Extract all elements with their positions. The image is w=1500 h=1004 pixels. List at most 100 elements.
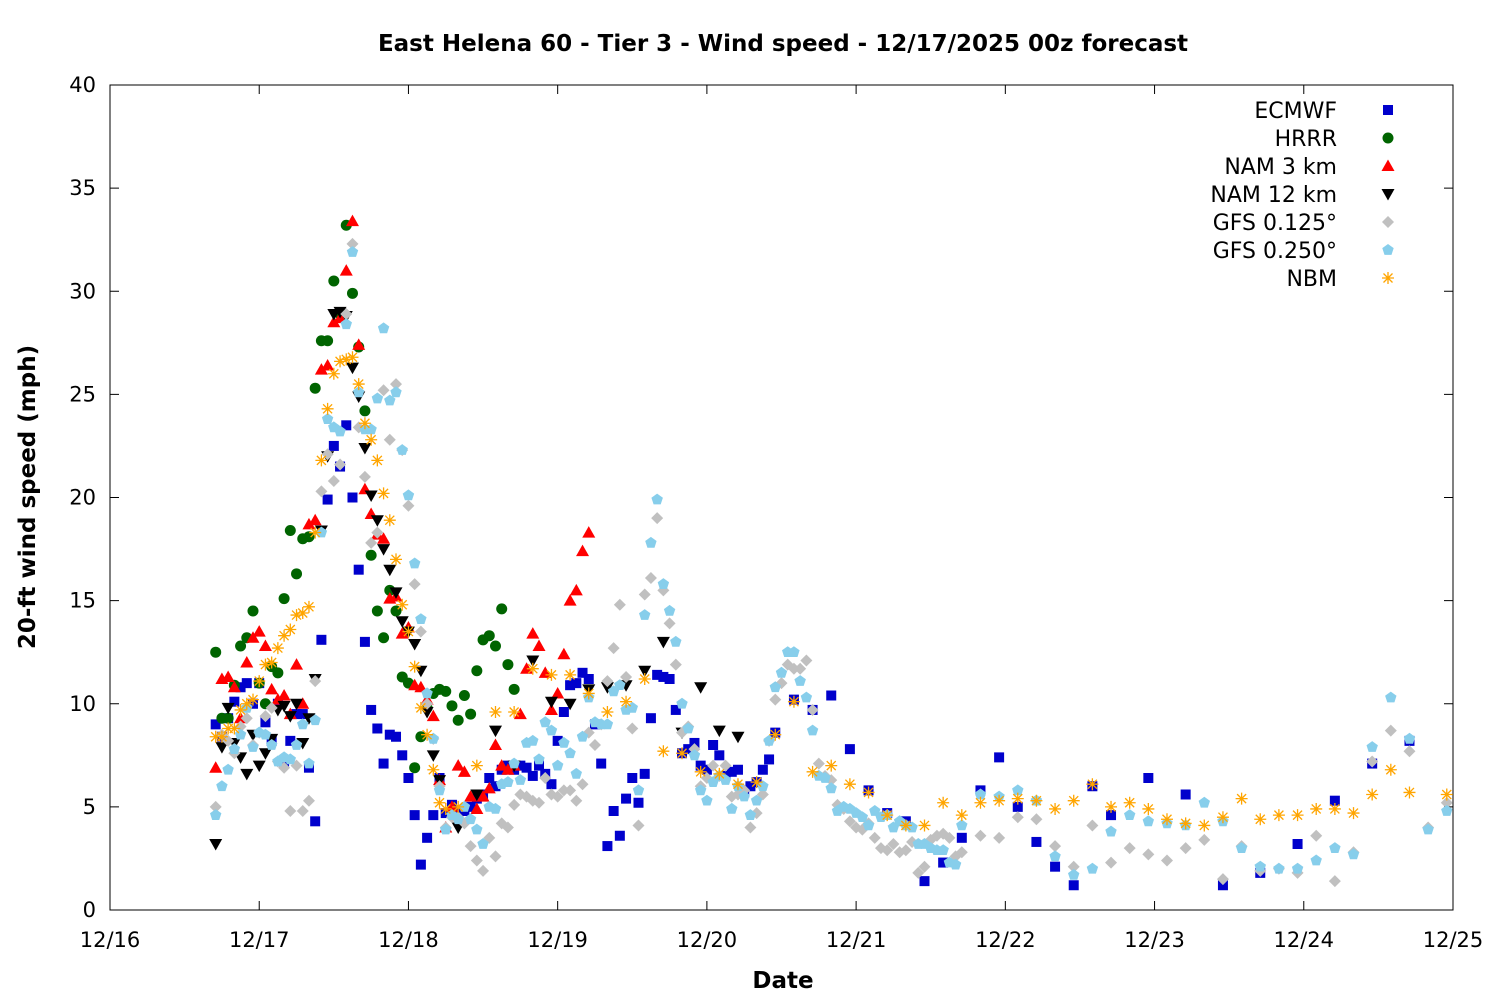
data-point	[247, 741, 259, 752]
data-point	[656, 636, 670, 649]
data-point	[644, 571, 657, 584]
data-point	[378, 632, 390, 644]
data-point	[1310, 854, 1322, 866]
data-point	[452, 714, 464, 726]
data-point	[482, 781, 496, 794]
data-point	[638, 665, 652, 678]
data-point	[565, 680, 576, 691]
data-point	[215, 742, 229, 754]
data-point	[1067, 860, 1080, 873]
data-point	[955, 846, 968, 859]
y-tick-label: 30	[69, 279, 96, 303]
data-point	[1216, 811, 1229, 824]
data-point	[471, 823, 483, 835]
data-point	[994, 752, 1005, 763]
data-point	[439, 802, 452, 815]
data-point	[222, 734, 235, 747]
data-point	[240, 768, 254, 781]
data-point	[390, 386, 402, 398]
data-point	[1384, 724, 1397, 737]
data-point	[452, 813, 464, 825]
data-point	[457, 765, 471, 777]
data-point	[1272, 809, 1285, 822]
legend-label: NAM 3 km	[1224, 155, 1337, 180]
data-point	[694, 765, 707, 778]
data-point	[1086, 778, 1099, 791]
x-tick-label: 12/18	[378, 928, 439, 952]
data-point	[993, 831, 1006, 844]
data-point	[576, 730, 589, 742]
data-point	[277, 689, 291, 701]
data-point	[290, 739, 303, 750]
data-point	[563, 594, 577, 606]
data-point	[470, 759, 483, 772]
data-point	[918, 819, 931, 832]
data-point	[415, 859, 426, 870]
data-point	[1123, 796, 1136, 809]
x-tick-label: 12/16	[80, 928, 141, 952]
data-point	[476, 790, 490, 802]
data-point	[260, 717, 271, 728]
data-point	[321, 402, 334, 415]
data-point	[303, 531, 315, 543]
data-point	[310, 816, 321, 827]
data-point	[1291, 862, 1304, 874]
chart-title: East Helena 60 - Tier 3 - Wind speed - 1…	[378, 31, 1188, 57]
plot-area-border	[109, 84, 1454, 911]
data-point	[764, 754, 775, 765]
data-point	[464, 840, 477, 853]
data-point	[600, 682, 614, 694]
data-point	[663, 617, 676, 630]
data-point	[1067, 794, 1080, 807]
data-point	[787, 695, 800, 708]
x-tick-label: 12/23	[1124, 928, 1185, 952]
data-point	[403, 773, 414, 783]
data-point	[390, 553, 403, 566]
data-point	[844, 744, 855, 755]
data-point	[1142, 848, 1155, 861]
data-point	[309, 675, 322, 688]
series-hrrr	[210, 219, 520, 774]
data-point	[209, 839, 223, 851]
data-point	[694, 682, 708, 694]
data-point	[271, 642, 284, 655]
data-point	[370, 515, 384, 527]
data-point	[359, 405, 371, 417]
data-point	[209, 730, 222, 743]
data-point	[508, 757, 520, 769]
data-point	[1086, 819, 1099, 832]
data-point	[433, 784, 446, 796]
data-point	[240, 712, 253, 725]
data-point	[1105, 825, 1117, 837]
data-point	[372, 723, 383, 734]
data-point	[1086, 862, 1099, 874]
data-point	[1198, 819, 1211, 832]
data-point	[912, 866, 925, 879]
x-axis-label: Date	[752, 968, 813, 994]
data-point	[551, 686, 565, 699]
data-point	[488, 738, 502, 750]
data-point	[937, 844, 949, 855]
data-point	[626, 722, 639, 735]
data-point	[558, 736, 570, 748]
data-point	[384, 729, 395, 740]
data-point	[1440, 788, 1453, 801]
data-points	[209, 214, 1453, 891]
data-point	[695, 760, 706, 771]
data-point	[526, 662, 539, 675]
data-point	[862, 819, 875, 831]
data-point	[1198, 833, 1211, 846]
data-point	[235, 640, 247, 652]
data-point	[1012, 801, 1023, 812]
legend-label: GFS 0.125°	[1213, 211, 1337, 236]
data-point	[1422, 823, 1434, 835]
axis-ticks: 0 5 10 15 20 25 30 35 40 12/16 12/17 12/18 12/19 12/2…	[69, 73, 1483, 952]
data-point	[302, 517, 316, 530]
data-point	[1050, 861, 1061, 872]
data-point	[297, 718, 309, 730]
data-point	[285, 735, 296, 746]
data-point	[1441, 805, 1453, 816]
data-point	[663, 604, 676, 616]
data-point	[552, 735, 563, 746]
data-point	[639, 768, 650, 779]
